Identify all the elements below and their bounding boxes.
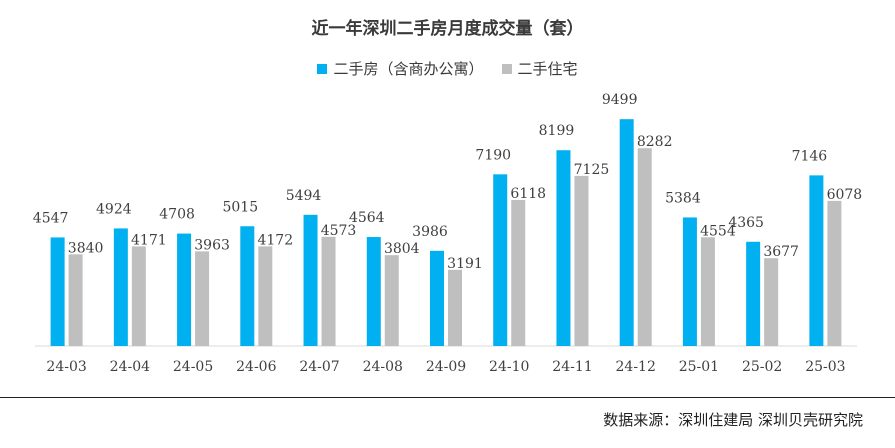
legend-swatch-series-2 — [501, 63, 512, 74]
bar-series-2-24-08 — [384, 255, 399, 346]
x-tick-label-24-07: 24-07 — [299, 359, 339, 375]
bar-series-2-24-07 — [321, 236, 336, 346]
x-tick-label-24-05: 24-05 — [173, 359, 213, 375]
bar-series-2-24-05 — [195, 251, 210, 346]
data-label-series-1-24-11: 8199 — [539, 123, 575, 139]
x-tick-label-25-02: 25-02 — [742, 359, 782, 375]
bar-series-2-24-09 — [448, 269, 462, 346]
bar-series-1-25-02 — [746, 241, 761, 346]
x-tick-label-24-08: 24-08 — [363, 359, 403, 375]
data-label-series-2-24-05: 3963 — [194, 237, 230, 253]
chart-title: 近一年深圳二手房月度成交量（套） — [311, 19, 584, 39]
data-label-series-1-24-04: 4924 — [96, 201, 132, 217]
bar-series-2-24-12 — [637, 148, 652, 346]
bar-series-1-25-01 — [682, 217, 697, 346]
bar-series-2-24-11 — [574, 175, 589, 346]
data-label-series-1-24-05: 4708 — [159, 207, 195, 223]
x-tick-label-25-03: 25-03 — [805, 359, 845, 375]
legend-item-series-2: 二手住宅 — [501, 58, 578, 79]
x-tick-label-24-04: 24-04 — [110, 359, 150, 375]
legend-label-series-2: 二手住宅 — [517, 60, 578, 78]
bar-series-2-25-02 — [764, 258, 779, 346]
data-label-series-1-25-03: 7146 — [792, 148, 828, 164]
x-tick-label-24-11: 24-11 — [552, 359, 592, 375]
data-label-series-2-25-03: 6078 — [827, 187, 863, 203]
x-tick-label-24-09: 24-09 — [426, 359, 466, 375]
data-label-series-2-24-07: 4573 — [321, 223, 357, 239]
bar-series-2-25-03 — [827, 200, 842, 346]
data-label-series-1-24-08: 4564 — [349, 210, 385, 226]
x-tick-label-24-06: 24-06 — [236, 359, 276, 375]
bar-series-1-24-06 — [240, 226, 255, 346]
x-tick-label-24-03: 24-03 — [46, 359, 86, 375]
data-label-series-1-24-09: 3986 — [412, 224, 448, 240]
data-label-series-2-24-11: 7125 — [574, 162, 610, 178]
data-label-series-2-24-10: 6118 — [510, 186, 546, 202]
data-label-series-1-24-07: 5494 — [286, 188, 322, 204]
data-label-series-1-25-01: 5384 — [665, 190, 701, 206]
x-tick-label-24-10: 24-10 — [489, 359, 529, 375]
legend-item-series-1: 二手房（含商办公寓） — [317, 58, 484, 79]
bar-series-1-24-09 — [430, 250, 444, 346]
data-label-series-1-24-10: 7190 — [475, 147, 511, 163]
bar-series-2-25-01 — [700, 237, 715, 346]
data-label-series-2-24-04: 4171 — [131, 232, 167, 248]
data-label-series-2-25-02: 3677 — [763, 244, 799, 260]
bar-series-1-24-05 — [177, 233, 192, 346]
bar-series-1-24-10 — [493, 174, 508, 346]
bar-series-2-24-04 — [131, 246, 146, 346]
data-label-series-2-24-03: 3840 — [68, 240, 104, 256]
data-label-series-2-24-08: 3804 — [384, 241, 420, 257]
bar-series-1-24-04 — [113, 228, 128, 346]
data-label-series-2-24-12: 8282 — [637, 134, 673, 150]
bar-series-1-24-11 — [556, 150, 571, 346]
data-label-series-2-25-01: 4554 — [700, 223, 736, 239]
data-label-series-1-24-03: 4547 — [33, 210, 69, 226]
legend-label-series-1: 二手房（含商办公寓） — [333, 60, 484, 78]
source-note: 数据来源：深圳住建局 深圳贝壳研究院 — [603, 411, 863, 429]
bar-series-1-24-08 — [366, 237, 381, 346]
x-tick-label-25-01: 25-01 — [679, 359, 719, 375]
bar-series-1-24-03 — [50, 237, 65, 346]
bar-series-2-24-10 — [511, 199, 526, 346]
legend-swatch-series-1 — [317, 63, 328, 74]
bar-series-1-25-03 — [809, 175, 824, 346]
bar-series-1-24-12 — [619, 119, 634, 347]
x-tick-label-24-12: 24-12 — [616, 359, 656, 375]
bar-series-2-24-03 — [68, 254, 83, 346]
data-label-series-1-24-06: 5015 — [222, 199, 258, 215]
data-label-series-1-24-12: 9499 — [602, 92, 638, 108]
data-label-series-1-25-02: 4365 — [728, 215, 764, 231]
legend: 二手房（含商办公寓） 二手住宅 — [0, 58, 895, 79]
bar-series-2-24-06 — [258, 246, 273, 346]
data-label-series-2-24-06: 4172 — [257, 232, 293, 248]
data-label-series-2-24-09: 3191 — [447, 256, 483, 272]
bar-series-1-24-07 — [303, 214, 318, 346]
footer-divider — [0, 397, 895, 398]
